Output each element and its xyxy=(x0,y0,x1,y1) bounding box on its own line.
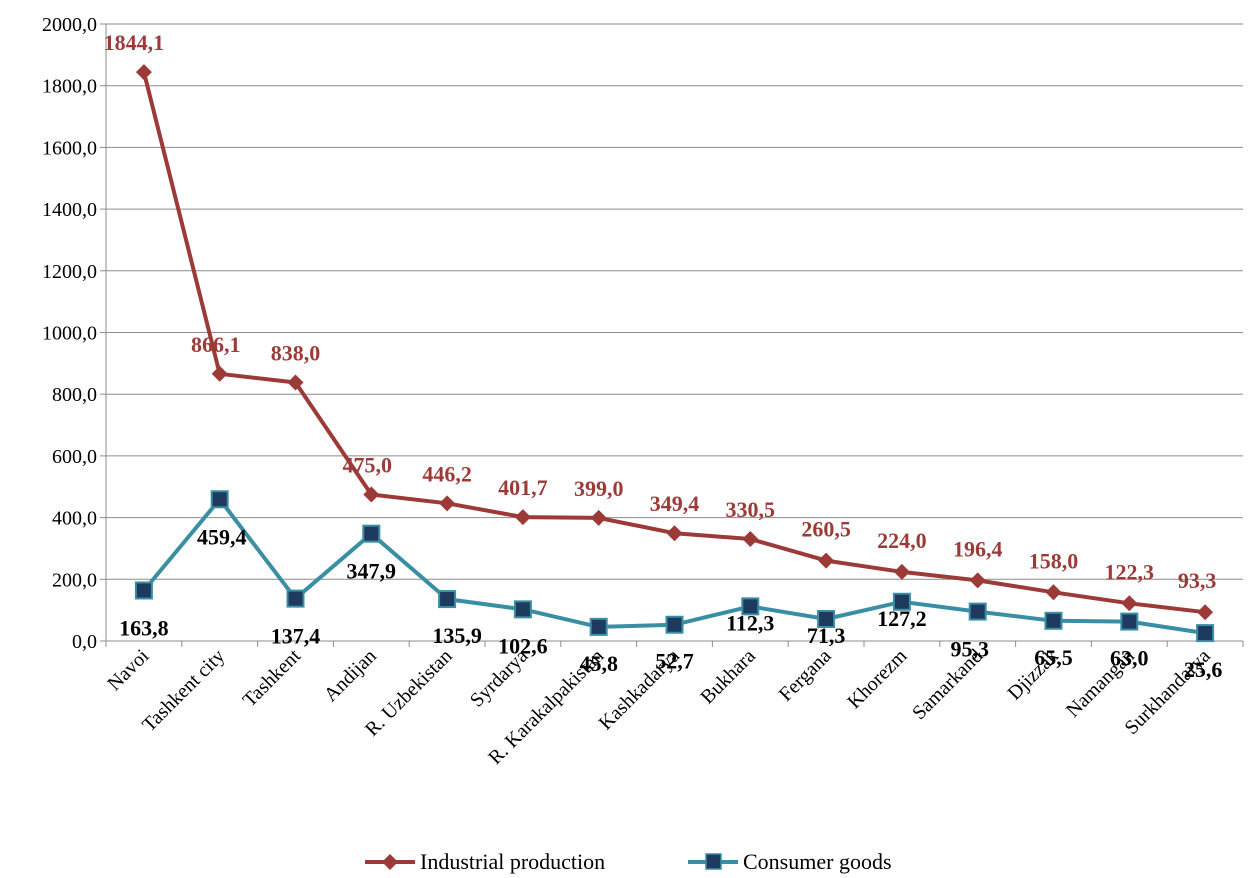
data-point-industrial xyxy=(135,64,152,81)
y-tick-label: 1800,0 xyxy=(42,76,97,98)
data-label-industrial: 475,0 xyxy=(343,452,393,477)
data-point-industrial xyxy=(1045,584,1062,601)
legend-marker-consumer xyxy=(705,853,722,870)
data-label-consumer: 65,5 xyxy=(1034,645,1073,670)
data-label-industrial: 838,0 xyxy=(271,340,321,365)
grid-lines xyxy=(106,23,1243,580)
data-point-industrial xyxy=(363,486,380,503)
data-point-consumer xyxy=(286,589,305,608)
legend-marker-industrial xyxy=(382,854,398,870)
data-label-industrial: 122,3 xyxy=(1105,559,1155,584)
data-point-industrial xyxy=(287,374,304,391)
data-label-industrial: 866,1 xyxy=(191,332,241,357)
data-labels: 1844,1 866,1 838,0 475,0 446,2 401,7 399,0 349,… xyxy=(104,30,1223,682)
data-label-industrial: 349,4 xyxy=(650,491,700,516)
data-label-industrial: 401,7 xyxy=(498,475,548,500)
data-point-industrial xyxy=(211,365,228,382)
x-category-label: Tashkent xyxy=(239,645,306,712)
x-category-label: Navoi xyxy=(103,645,153,695)
data-label-consumer: 347,9 xyxy=(347,559,397,584)
data-point-consumer xyxy=(741,597,760,616)
y-tick-label: 2000,0 xyxy=(42,14,97,36)
data-label-consumer: 102,6 xyxy=(498,633,548,658)
data-label-industrial: 260,5 xyxy=(801,517,851,542)
data-point-industrial xyxy=(818,552,835,569)
data-label-consumer: 45,8 xyxy=(579,651,618,676)
data-label-consumer: 112,3 xyxy=(726,610,774,635)
legend-label-consumer: Consumer goods xyxy=(743,849,892,874)
data-point-consumer xyxy=(1044,611,1063,630)
data-label-consumer: 25,6 xyxy=(1184,657,1223,682)
data-point-industrial xyxy=(969,572,986,589)
y-axis-ticks: 0,0 200,0 400,0 600,0 800,0 1000,0 1200,0 1400,… xyxy=(42,14,97,653)
data-point-industrial xyxy=(1121,595,1138,612)
data-point-consumer xyxy=(210,490,229,509)
x-category-label: Andijan xyxy=(320,645,381,706)
series-group xyxy=(134,64,1215,643)
data-point-consumer xyxy=(589,617,608,636)
data-point-industrial xyxy=(742,531,759,548)
x-category-label: Khorezm xyxy=(843,645,911,713)
y-tick-label: 1600,0 xyxy=(42,137,97,159)
data-point-industrial xyxy=(514,509,531,526)
data-label-consumer: 127,2 xyxy=(877,606,927,631)
data-label-consumer: 135,9 xyxy=(432,623,482,648)
data-point-consumer xyxy=(665,615,684,634)
data-point-consumer xyxy=(1196,624,1215,643)
data-label-industrial: 224,0 xyxy=(877,528,927,553)
data-label-industrial: 330,5 xyxy=(726,497,776,522)
data-label-industrial: 446,2 xyxy=(422,461,472,486)
y-tick-label: 1200,0 xyxy=(42,261,97,283)
x-category-label: Bukhara xyxy=(696,645,760,709)
data-label-industrial: 93,3 xyxy=(1178,568,1217,593)
data-label-consumer: 95,3 xyxy=(950,637,989,662)
y-tick-label: 1400,0 xyxy=(42,199,97,221)
y-tick-label: 600,0 xyxy=(52,446,97,468)
legend: Industrial production Consumer goods xyxy=(365,849,892,874)
data-label-consumer: 459,4 xyxy=(197,524,247,549)
data-point-industrial xyxy=(666,525,683,542)
data-point-consumer xyxy=(1120,612,1139,631)
y-tick-label: 200,0 xyxy=(52,569,97,591)
legend-label-industrial: Industrial production xyxy=(420,849,605,874)
y-tick-label: 0,0 xyxy=(72,631,97,653)
x-category-label: Tashkent city xyxy=(138,645,229,736)
y-tick-label: 800,0 xyxy=(52,384,97,406)
data-label-consumer: 137,4 xyxy=(271,624,321,649)
data-point-consumer xyxy=(438,590,457,609)
data-label-industrial: 1844,1 xyxy=(104,30,165,55)
data-label-consumer: 71,3 xyxy=(807,623,846,648)
data-label-consumer: 163,8 xyxy=(119,615,169,640)
data-label-industrial: 399,0 xyxy=(574,476,624,501)
data-point-industrial xyxy=(893,563,910,580)
axes xyxy=(100,23,1244,647)
data-point-consumer xyxy=(968,602,987,621)
data-label-industrial: 196,4 xyxy=(953,536,1003,561)
data-label-industrial: 158,0 xyxy=(1029,548,1079,573)
y-tick-label: 1000,0 xyxy=(42,323,97,345)
x-category-label: Fergana xyxy=(775,645,836,706)
data-point-consumer xyxy=(513,600,532,619)
data-label-consumer: 52,7 xyxy=(655,649,694,674)
data-label-consumer: 63,0 xyxy=(1110,646,1149,671)
data-point-consumer xyxy=(817,610,836,629)
y-tick-label: 400,0 xyxy=(52,508,97,530)
data-point-industrial xyxy=(439,495,456,512)
data-point-industrial xyxy=(590,509,607,526)
data-point-consumer xyxy=(134,581,153,600)
data-point-industrial xyxy=(1197,604,1214,621)
data-point-consumer xyxy=(892,592,911,611)
data-point-consumer xyxy=(362,524,381,543)
